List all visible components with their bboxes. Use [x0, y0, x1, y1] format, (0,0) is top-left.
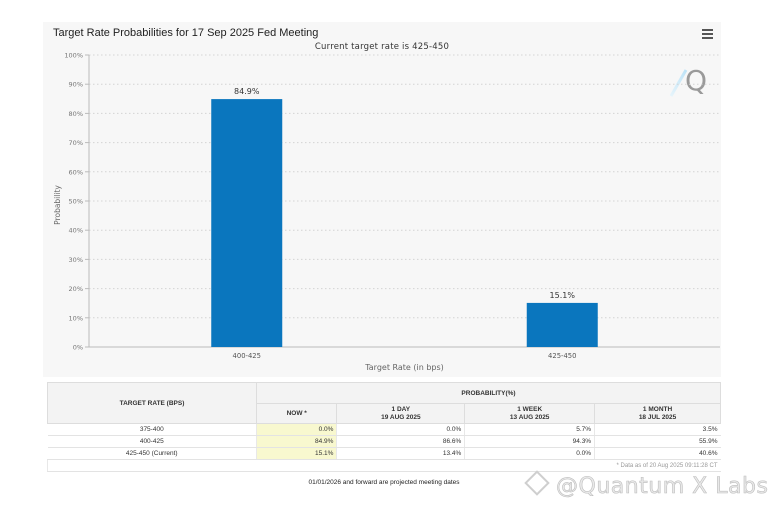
hamburger-menu-icon[interactable] [702, 29, 713, 41]
chart-title: Target Rate Probabilities for 17 Sep 202… [53, 27, 319, 39]
watermark: @Quantum X Labs [524, 470, 769, 500]
data-timestamp-note: * Data as of 20 Aug 2025 09:11:28 CT [47, 459, 721, 472]
target-rate-header: TARGET RATE (BPS) [46, 382, 258, 424]
table-row: 425-450 (Current) 15.1% 13.4% 0.0% 40.6% [47, 447, 721, 460]
probability-cell: 86.6% [336, 435, 465, 448]
y-tick-label: 30% [69, 256, 83, 264]
y-tick-label: 20% [69, 285, 83, 293]
column-header-date: 18 JUL 2025 [638, 413, 677, 421]
y-tick-label: 80% [69, 110, 83, 118]
probability-cell: 55.9% [594, 435, 721, 448]
y-tick-label: 70% [69, 139, 83, 147]
column-header-date: 19 AUG 2025 [381, 413, 421, 421]
probability-cell: 13.4% [336, 447, 465, 460]
x-tick-label: 400-425 [233, 352, 261, 360]
probability-cell: 3.5% [594, 423, 721, 436]
probability-cell: 94.3% [464, 435, 595, 448]
table-row: 375-400 0.0% 0.0% 5.7% 3.5% [47, 423, 721, 436]
cme-logo-icon: Q [684, 64, 707, 97]
probability-table: TARGET RATE (BPS) PROBABILITY(%) NOW * 1 … [46, 382, 721, 472]
probability-cell: 5.7% [464, 423, 595, 436]
y-tick-label: 10% [69, 314, 83, 322]
now-probability-cell: 84.9% [256, 435, 337, 448]
bar-400-425 [211, 99, 283, 347]
rate-cell: 375-400 [47, 423, 257, 436]
y-tick-label: 50% [69, 198, 83, 206]
column-header-label: 1 WEEK [517, 405, 543, 413]
column-header-label: NOW * [286, 409, 307, 417]
data-label: 84.9% [234, 87, 260, 96]
now-probability-cell: 0.0% [256, 423, 337, 436]
bar-chart: 0% 10% 20% 30% 40% 50% 60% 70% 80% 90% 100% 84.9% 40… [53, 52, 720, 372]
binance-logo-icon [524, 470, 550, 496]
probability-table-container: TARGET RATE (BPS) PROBABILITY(%) NOW * 1 … [46, 382, 721, 472]
probability-cell: 40.6% [594, 447, 721, 460]
probability-cell: 0.0% [336, 423, 465, 436]
column-header: 1 DAY 19 AUG 2025 [336, 403, 466, 424]
y-tick-label: 40% [69, 227, 83, 235]
bar-425-450 [526, 302, 598, 347]
column-header-label: 1 DAY [391, 405, 411, 413]
column-header-label: 1 MONTH [642, 405, 673, 413]
probability-header: PROBABILITY(%) [256, 382, 721, 404]
projected-dates-note: 01/01/2026 and forward are projected mee… [308, 479, 460, 486]
y-axis-title: Probability [53, 185, 62, 225]
y-tick-label: 0% [73, 344, 83, 352]
data-label: 15.1% [550, 291, 576, 300]
y-tick-label: 90% [69, 81, 83, 89]
watermark-text: @Quantum X Labs [556, 474, 769, 500]
x-axis-title: Target Rate (in bps) [364, 363, 444, 372]
column-header: 1 WEEK 13 AUG 2025 [464, 403, 596, 424]
now-probability-cell: 15.1% [256, 447, 337, 460]
chart-panel: Target Rate Probabilities for 17 Sep 202… [43, 22, 721, 377]
y-tick-label: 60% [69, 168, 83, 176]
rate-cell: 425-450 (Current) [47, 447, 257, 460]
chart-subtitle: Current target rate is 425-450 [314, 42, 450, 52]
probability-cell: 0.0% [464, 447, 595, 460]
rate-cell: 400-425 [47, 435, 257, 448]
y-tick-label: 100% [64, 52, 83, 60]
column-header-date: 13 AUG 2025 [509, 413, 550, 421]
column-header: 1 MONTH 18 JUL 2025 [594, 403, 721, 424]
x-tick-label: 425-450 [548, 352, 576, 360]
column-header: NOW * [256, 403, 338, 424]
table-row: 400-425 84.9% 86.6% 94.3% 55.9% [47, 435, 721, 448]
